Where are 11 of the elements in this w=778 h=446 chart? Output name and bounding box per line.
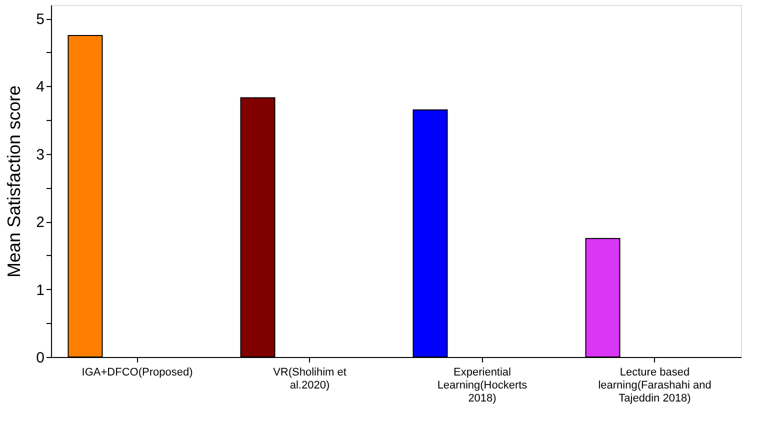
- y-tick-label: 3: [36, 146, 44, 164]
- y-tick-label: 1: [36, 282, 44, 299]
- x-tick-label: Experiential Learning(Hockerts 2018): [437, 366, 528, 404]
- x-tick-label: IGA+DFCO(Proposed): [82, 366, 193, 378]
- x-tick-label: VR(Sholihim et al.2020): [273, 366, 346, 392]
- y-tick-label: 0: [36, 350, 44, 366]
- y-tick-label: 4: [36, 78, 44, 96]
- y-tick-label: 5: [36, 11, 44, 28]
- y-axis-title: Mean Satisfaction score: [4, 85, 24, 278]
- x-tick-label: Lecture based learning(Farashahi and Tajeddin 2018): [598, 366, 712, 404]
- y-tick-label: 2: [36, 214, 44, 232]
